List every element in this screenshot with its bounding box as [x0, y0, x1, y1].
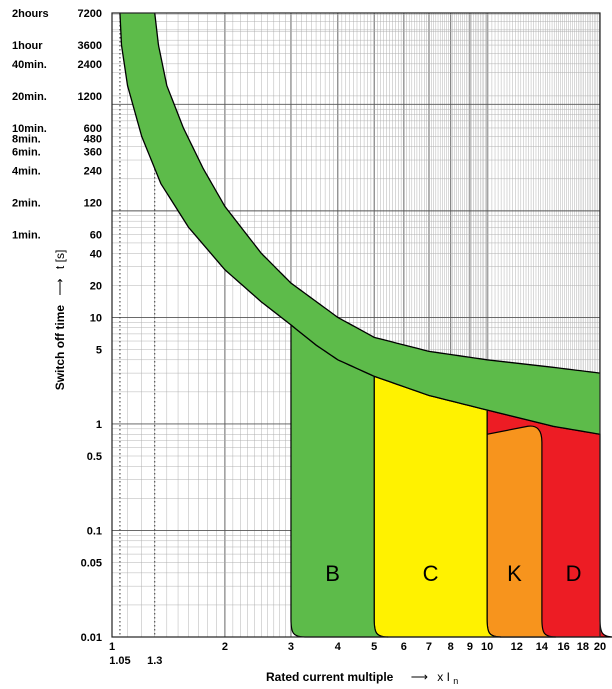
y-tick-label: 2400	[78, 59, 102, 71]
x-tick-label: 8	[448, 641, 454, 653]
y-tick-label: 0.05	[81, 558, 102, 570]
y-tick-label: 0.5	[87, 451, 102, 463]
x-tick-label: 5	[371, 641, 377, 653]
x-tick-label-bottom: 1.3	[147, 655, 162, 667]
x-tick-label: 6	[401, 641, 407, 653]
y-tick-label: 0.01	[81, 632, 102, 644]
x-tick-label: 12	[511, 641, 523, 653]
y-time-label: 4min.	[12, 165, 41, 177]
x-axis-arrow: ⟶	[411, 670, 428, 684]
x-tick-label-bottom: 1.05	[109, 655, 130, 667]
x-tick-label: 20	[594, 641, 606, 653]
plot-frame	[111, 12, 601, 638]
x-tick-label: 3	[288, 641, 294, 653]
y-axis-title: Switch off time	[53, 305, 67, 391]
y-tick-label: 5	[96, 344, 102, 356]
zone-c	[373, 375, 502, 638]
y-time-label: 1hour	[12, 40, 43, 52]
y-tick-label: 360	[84, 147, 102, 159]
y-tick-label: 600	[84, 123, 102, 135]
x-tick-label: 9	[467, 641, 473, 653]
thermal-band-lower-edge	[119, 12, 601, 435]
y-tick-label: 3600	[78, 40, 102, 52]
y-time-label: 20min.	[12, 91, 47, 103]
x-tick-label: 2	[222, 641, 228, 653]
y-tick-label: 7200	[78, 8, 102, 20]
y-tick-label: 120	[84, 197, 102, 209]
y-time-label: 2min.	[12, 197, 41, 209]
plot-border	[111, 12, 601, 638]
y-tick-label: 1200	[78, 91, 102, 103]
y-tick-label: 10	[90, 312, 102, 324]
y-tick-label: 60	[90, 230, 102, 242]
y-time-label: 1min.	[12, 230, 41, 242]
x-axis-title: Rated current multiple	[266, 670, 394, 684]
y-axis-unit: t [s]	[53, 250, 67, 269]
x-tick-label: 10	[481, 641, 493, 653]
y-axis-label: Switch off time ⟶ t [s]	[53, 250, 67, 391]
trip-zones	[290, 323, 612, 638]
x-tick-label: 4	[335, 641, 342, 653]
thermal-band-fill	[119, 13, 600, 435]
x-tick-label: 14	[536, 641, 549, 653]
y-time-label: 2hours	[12, 8, 49, 20]
y-time-label: 8min.	[12, 133, 41, 145]
y-time-label: 6min.	[12, 147, 41, 159]
y-tick-label: 0.1	[87, 525, 102, 537]
tick-labels: 72002hours36001hour240040min.120020min.6…	[12, 8, 606, 667]
x-axis-label: Rated current multiple ⟶ x I n	[266, 670, 458, 686]
y-tick-label: 40	[90, 248, 102, 260]
x-axis-unit: x I	[437, 670, 450, 684]
y-tick-label: 1	[96, 419, 102, 431]
zone-label-k: K	[507, 561, 522, 586]
x-tick-label: 16	[558, 641, 570, 653]
zone-label-c: C	[423, 561, 439, 586]
zone-label-b: B	[325, 561, 340, 586]
y-time-label: 40min.	[12, 59, 47, 71]
thermal-band	[119, 12, 601, 435]
y-tick-label: 480	[84, 133, 102, 145]
zone-label-d: D	[566, 561, 582, 586]
y-time-label: 10min.	[12, 123, 47, 135]
x-tick-label: 7	[426, 641, 432, 653]
y-axis-arrow: ⟶	[53, 278, 67, 295]
x-tick-label: 18	[577, 641, 589, 653]
thermal-band-upper-edge	[154, 12, 601, 374]
x-axis-unit-sub: n	[453, 676, 458, 686]
y-tick-label: 240	[84, 165, 102, 177]
y-tick-label: 20	[90, 280, 102, 292]
x-tick-label: 1	[109, 641, 115, 653]
